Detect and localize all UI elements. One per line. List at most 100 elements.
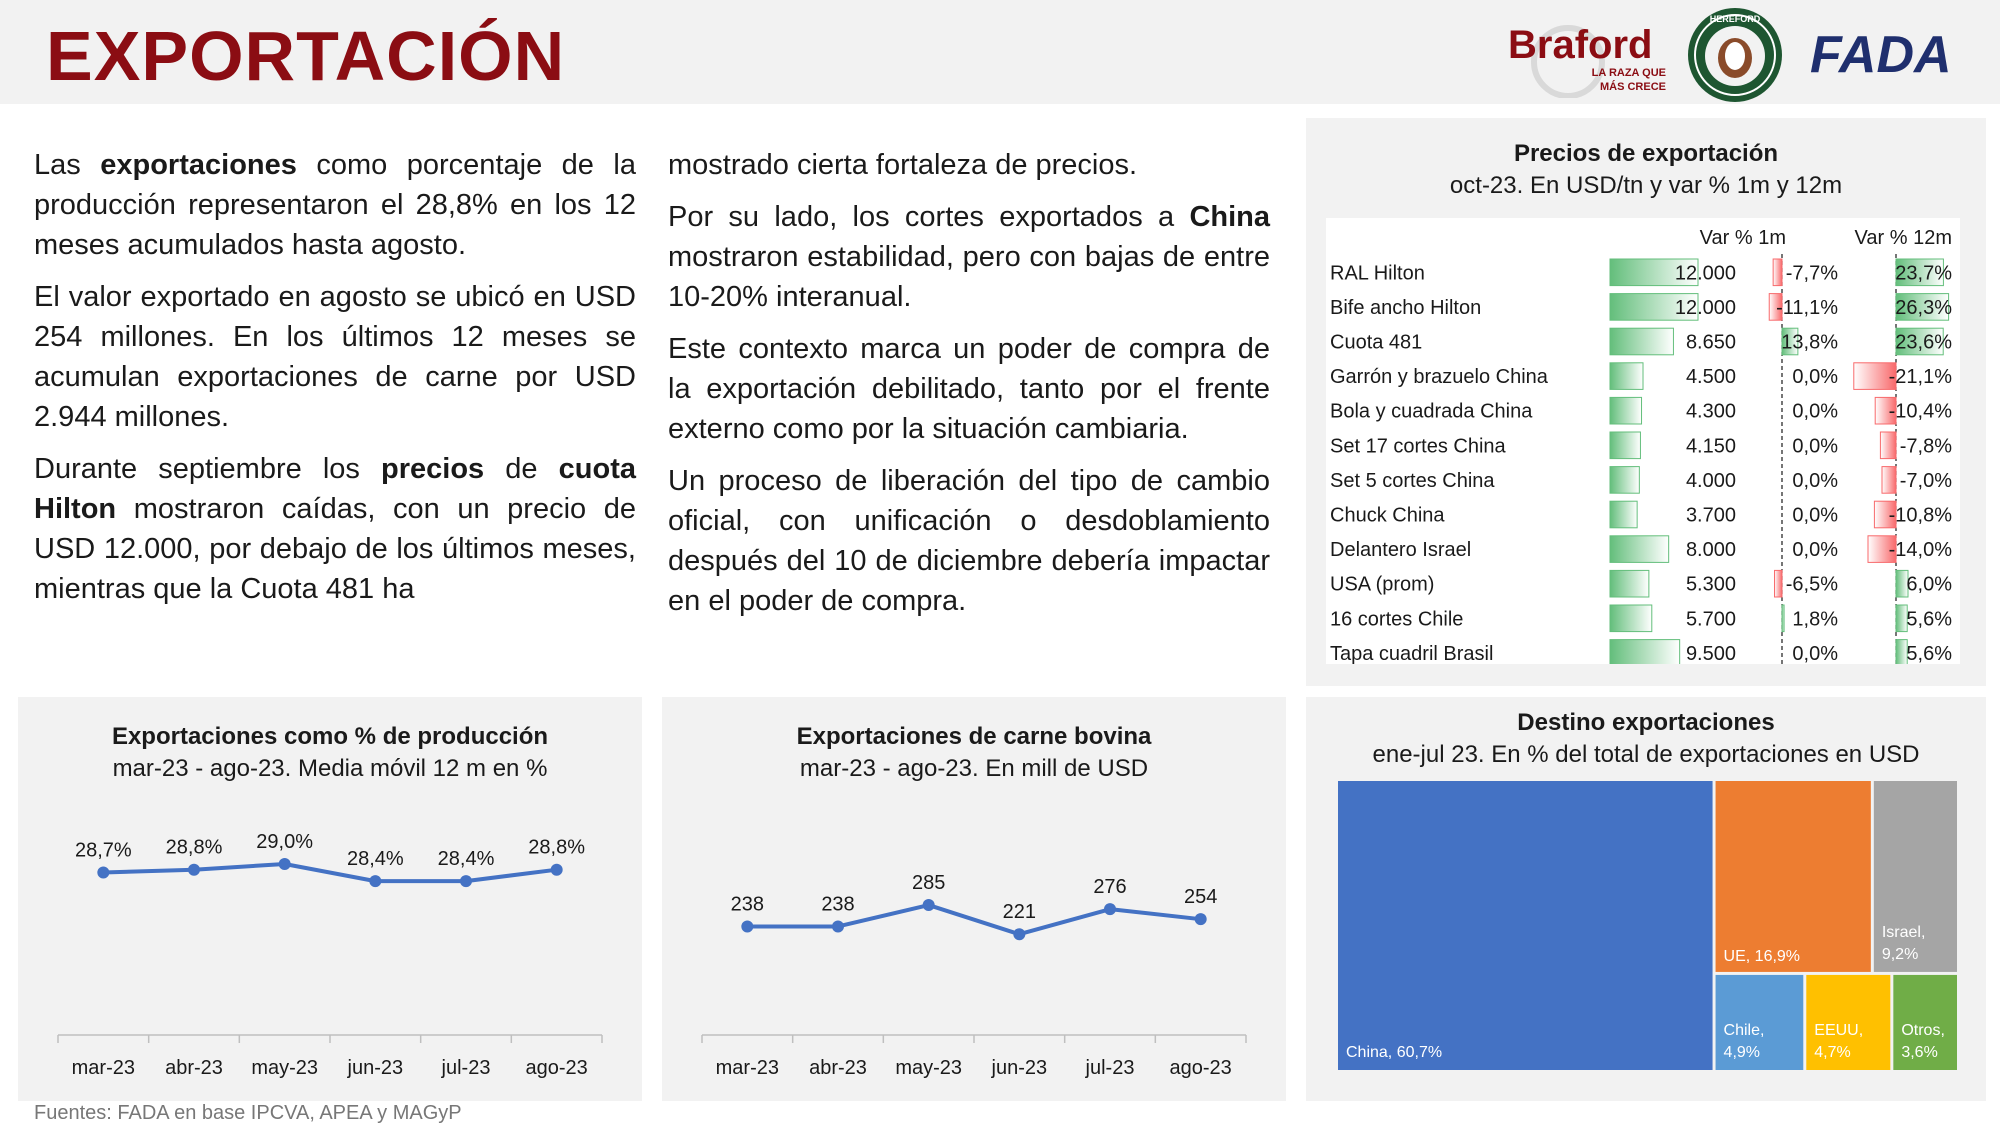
price-bar — [1609, 258, 1699, 287]
treemap-label-otros: Otros, — [1901, 1022, 1945, 1039]
var-12m-bar — [1879, 431, 1897, 460]
data-point — [278, 858, 291, 870]
treemap-label-eeuu-value: 4,7% — [1814, 1044, 1850, 1061]
usd-chart-subtitle: mar-23 - ago-23. En mill de USD — [799, 755, 1149, 782]
data-label: 254 — [1184, 886, 1217, 908]
price-table-title: Precios de exportación — [1513, 140, 1779, 167]
x-tick-label: jul-23 — [1085, 1057, 1135, 1079]
data-label: 238 — [731, 893, 764, 915]
var-1m-value: 1,8% — [1792, 608, 1838, 630]
destino-title: Destino exportaciones — [1517, 709, 1775, 736]
price-value: 8.650 — [1686, 332, 1736, 354]
data-label: 28,8% — [528, 837, 585, 859]
var-1m-bar — [1772, 258, 1783, 287]
text-column-2: mostrado cierta fortaleza de precios. Por… — [668, 145, 1270, 633]
var-12m-bar — [1853, 362, 1897, 390]
var-1m-value: 0,0% — [1792, 539, 1838, 561]
table-row-name: Set 17 cortes China — [1330, 435, 1507, 457]
table-row-name: RAL Hilton — [1330, 262, 1425, 284]
data-point — [922, 899, 935, 912]
var-1m-bar — [1768, 293, 1783, 321]
treemap-label-chile: Chile, — [1724, 1022, 1765, 1039]
pct-line-chart: 28,7% mar-23 28,8% abr-23 29,0% may-23 28,4% ju… — [57, 831, 603, 1079]
table-row-name: Bola y cuadrada China — [1330, 401, 1533, 423]
page-title: EXPORTACIÓN — [46, 17, 566, 95]
var-12m-bar — [1873, 500, 1897, 529]
pct-chart-subtitle: mar-23 - ago-23. Media móvil 12 m en % — [112, 755, 548, 782]
var-12m-bar — [1895, 569, 1909, 598]
price-bar — [1609, 569, 1650, 598]
data-point — [1104, 903, 1116, 916]
var-1m-bar — [1781, 327, 1799, 356]
data-point — [460, 875, 472, 888]
var-1m-value: 0,0% — [1792, 366, 1838, 388]
hereford-logo-name: HEREFORD — [1710, 14, 1761, 24]
price-value: 4.300 — [1686, 401, 1736, 423]
braford-logo-name: Braford — [1508, 23, 1652, 67]
price-value: 9.500 — [1686, 643, 1736, 664]
price-bar — [1609, 604, 1653, 633]
var-1m-value: -11,1% — [1776, 297, 1838, 319]
var-1m-value: 0,0% — [1792, 435, 1838, 457]
x-tick-label: ago-23 — [526, 1057, 588, 1079]
x-tick-label: may-23 — [895, 1057, 962, 1079]
usd-chart-panel: Exportaciones de carne bovina mar-23 - a… — [662, 697, 1286, 1101]
data-label: 238 — [821, 893, 854, 915]
var-12m-value: 5,6% — [1906, 643, 1952, 664]
series-line — [747, 903, 1201, 937]
var-12m-value: -7,0% — [1900, 470, 1952, 492]
pct-chart-title: Exportaciones como % de producción — [111, 723, 549, 750]
var-1m-value: 0,0% — [1792, 470, 1838, 492]
treemap-label-otros-value: 3,6% — [1901, 1044, 1937, 1061]
treemap-cell-ue — [1715, 781, 1871, 972]
price-table-subtitle: oct-23. En USD/tn y var % 1m y 12m — [1449, 172, 1843, 199]
price-value: 5.700 — [1686, 608, 1736, 630]
price-value: 4.500 — [1686, 366, 1736, 388]
sources-footer: Fuentes: FADA en base IPCVA, APEA y MAGy… — [34, 1102, 462, 1124]
price-value: 3.700 — [1686, 505, 1736, 527]
x-tick-label: mar-23 — [72, 1057, 135, 1079]
paragraph: Las exportaciones como porcentaje de la … — [34, 149, 636, 261]
var-1m-value: 0,0% — [1792, 401, 1838, 423]
braford-logo: Braford LA RAZA QUE MÁS CRECE — [1508, 23, 1666, 98]
price-bar — [1609, 535, 1670, 563]
price-value: 12.000 — [1675, 297, 1736, 319]
table-row-name: Cuota 481 — [1330, 332, 1422, 354]
treemap-cell-eeuu — [1806, 974, 1891, 1070]
var-12m-value: 26,3% — [1895, 297, 1952, 319]
price-value: 5.300 — [1686, 574, 1736, 596]
table-row-name: Delantero Israel — [1330, 539, 1471, 561]
destino-panel: Destino exportaciones ene-jul 23. En % d… — [1306, 697, 1986, 1101]
var-12m-value: -10,4% — [1889, 401, 1953, 423]
table-row-name: Chuck China — [1330, 505, 1445, 527]
data-point — [188, 863, 200, 876]
data-point — [97, 866, 110, 879]
x-tick-label: may-23 — [251, 1057, 318, 1079]
treemap-label-eeuu: EEUU, — [1814, 1022, 1863, 1039]
data-point — [832, 920, 844, 933]
var-12m-value: 23,7% — [1895, 262, 1952, 284]
series-line — [103, 862, 557, 884]
data-point — [741, 920, 754, 933]
table-row-name: 16 cortes Chile — [1330, 608, 1463, 630]
paragraph: Este contexto marca un poder de compra d… — [668, 333, 1270, 445]
var-12m-value: -7,8% — [1900, 435, 1952, 457]
var-1m-bar — [1774, 569, 1783, 598]
var-12m-value: 6,0% — [1906, 574, 1952, 596]
var-1m-value: 0,0% — [1792, 505, 1838, 527]
data-point — [550, 863, 563, 876]
var-12m-bar — [1874, 396, 1897, 425]
treemap-label-israel-value: 9,2% — [1882, 946, 1918, 963]
pct-chart-panel: Exportaciones como % de producción mar-2… — [18, 697, 642, 1101]
data-label: 29,0% — [256, 831, 313, 853]
paragraph: Durante septiembre los precios de cuota … — [34, 453, 636, 605]
var-1m-bar — [1781, 604, 1785, 633]
column-header-var-12m: Var % 12m — [1855, 227, 1952, 249]
treemap-label-china: China, 60,7% — [1346, 1044, 1442, 1061]
paragraph: Un proceso de liberación del tipo de cam… — [668, 465, 1270, 617]
var-12m-value: 5,6% — [1906, 608, 1952, 630]
data-label: 28,4% — [347, 848, 404, 870]
fada-logo: FADA — [1810, 26, 1952, 80]
price-bar — [1609, 327, 1674, 356]
var-1m-value: -6,5% — [1786, 574, 1838, 596]
